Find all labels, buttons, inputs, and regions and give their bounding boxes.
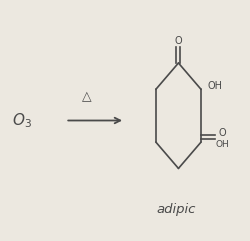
Text: OH: OH [207, 81, 222, 91]
Text: △: △ [82, 90, 91, 103]
Text: $O_3$: $O_3$ [12, 111, 32, 130]
Text: O: O [218, 128, 226, 138]
Text: adipic: adipic [156, 203, 196, 216]
Text: O: O [175, 36, 182, 46]
Text: OH: OH [216, 140, 230, 149]
